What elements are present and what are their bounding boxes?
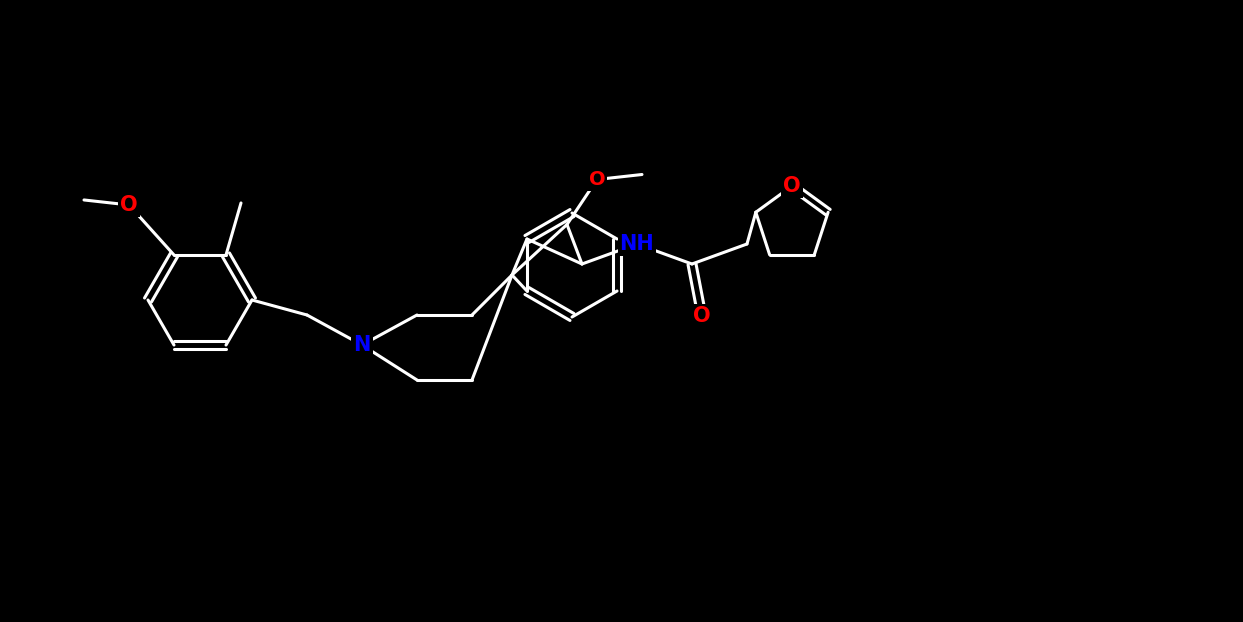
Text: O: O bbox=[783, 176, 800, 196]
Text: NH: NH bbox=[619, 234, 654, 254]
Text: O: O bbox=[694, 306, 711, 326]
Text: N: N bbox=[353, 335, 370, 355]
Text: O: O bbox=[589, 170, 605, 189]
Text: O: O bbox=[121, 195, 138, 215]
